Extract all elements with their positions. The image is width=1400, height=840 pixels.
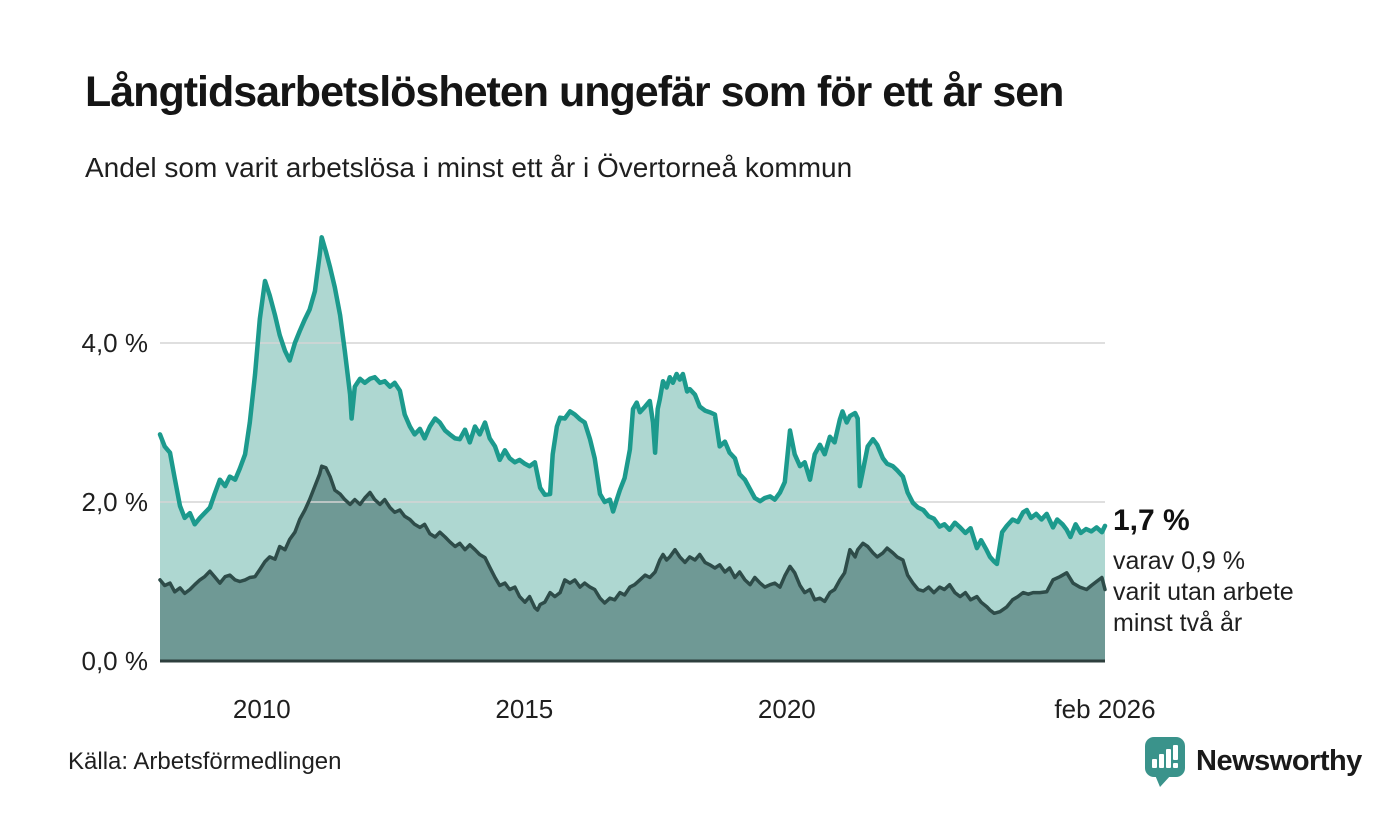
source-attribution: Källa: Arbetsförmedlingen <box>68 748 342 775</box>
page-subtitle: Andel som varit arbetslösa i minst ett å… <box>85 152 853 183</box>
series-line-1 <box>158 464 1107 616</box>
x-tick-label: 2020 <box>758 694 816 724</box>
y-tick-label: 4,0 % <box>82 328 149 358</box>
x-tick-label: feb 2026 <box>1054 694 1155 724</box>
series-area-1 <box>160 466 1105 661</box>
end-value-label: 1,7 % <box>1113 504 1190 537</box>
series-line-0 <box>157 235 1108 567</box>
x-tick-label: 2010 <box>233 694 291 724</box>
x-tick-label: 2015 <box>495 694 553 724</box>
newsworthy-wordmark: Newsworthy <box>1196 744 1362 777</box>
end-value-description: varav 0,9 % varit utan arbete minst två … <box>1113 546 1373 639</box>
end-value-annotation: 1,7 % varav 0,9 % varit utan arbete mins… <box>1113 504 1373 639</box>
y-tick-label: 2,0 % <box>82 487 149 517</box>
annotation-line: varit utan arbete <box>1113 578 1294 606</box>
y-tick-label: 0,0 % <box>82 646 149 676</box>
annotation-line: varav 0,9 % <box>1113 547 1246 575</box>
annotation-line: minst två år <box>1113 609 1243 637</box>
newsworthy-pin-icon <box>1145 737 1185 787</box>
newsworthy-logo: Newsworthy <box>1143 735 1362 787</box>
page-title: Långtidsarbetslösheten ungefär som för e… <box>85 68 1064 116</box>
